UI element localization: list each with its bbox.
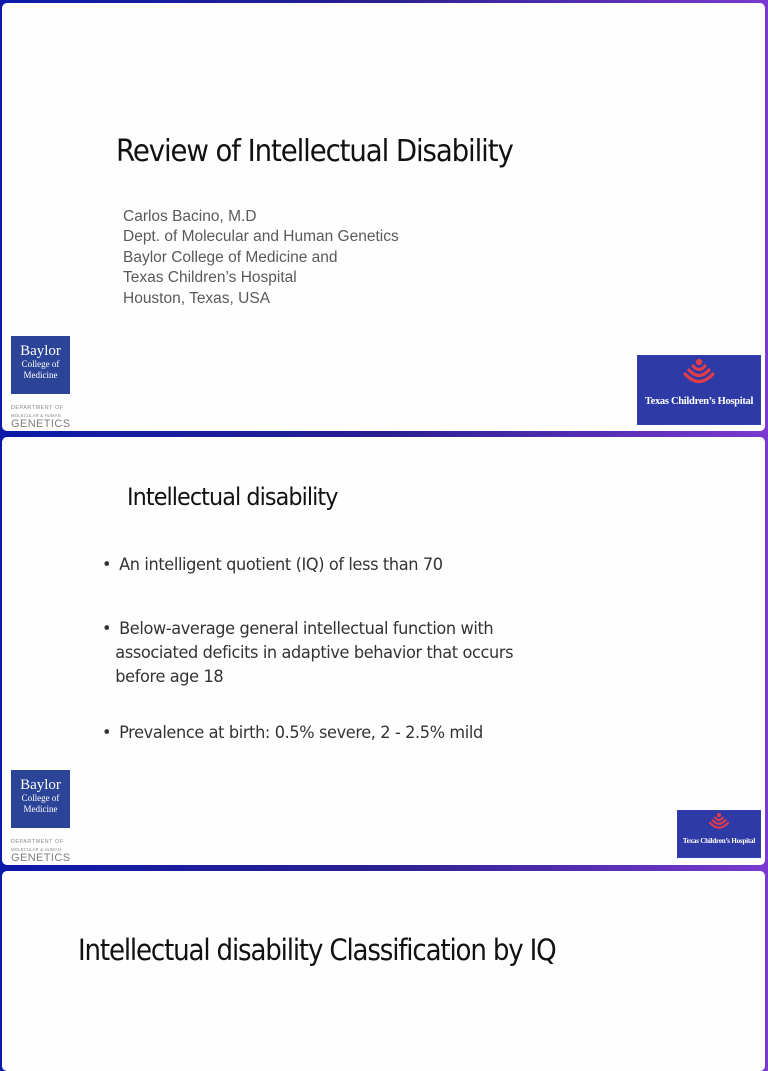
bullet-text-continued: associated deficits in adaptive behavior… [115,643,514,663]
dept-line3: GENETICS [11,418,71,430]
genetics-dept-logo: DEPARTMENT OF MOLECULAR & HUMAN GENETICS [11,839,81,864]
dept-line1: DEPARTMENT OF [11,839,64,845]
author-name: Carlos Bacino, M.D [123,208,257,225]
dept-line2: MOLECULAR & HUMAN [11,847,61,852]
dept-line2: MOLECULAR & HUMAN [11,413,61,418]
dept-line3: GENETICS [11,852,71,864]
slide-2: Intellectual disability An intelligent q… [2,437,765,865]
bullet-text-continued: before age 18 [115,667,224,687]
dept-line1: DEPARTMENT OF [11,405,64,411]
slide-1: Review of Intellectual Disability Carlos… [2,3,765,431]
baylor-logo-line2: College of [21,359,60,369]
author-block: Carlos Bacino, M.D Dept. of Molecular an… [123,207,399,309]
bullet-item: Prevalence at birth: 0.5% severe, 2 - 2.… [102,721,503,745]
author-location: Houston, Texas, USA [123,289,271,307]
tch-logo-label: Texas Children’s Hospital [644,396,754,407]
baylor-logo: Baylor College of Medicine [11,336,70,394]
author-hospital: Texas Children’s Hospital [123,269,297,287]
baylor-logo-line1: Baylor [20,343,61,359]
baylor-logo-line3: Medicine [23,804,58,814]
bullet-item: An intelligent quotient (IQ) of less tha… [102,553,461,577]
tch-logo-label: Texas Children’s Hospital [682,837,756,845]
tch-heart-icon [683,358,715,384]
baylor-logo-line3: Medicine [23,370,58,380]
bullet-text: Below-average general intellectual funct… [102,617,513,641]
baylor-logo: Baylor College of Medicine [11,770,70,828]
slide-title: Review of Intellectual Disability [116,134,514,169]
texas-childrens-hospital-logo: Texas Children’s Hospital [678,811,760,857]
genetics-dept-logo: DEPARTMENT OF MOLECULAR & HUMAN GENETICS [11,405,81,430]
texas-childrens-hospital-logo: Texas Children’s Hospital [638,356,760,424]
tch-heart-icon [708,812,730,829]
bullet-text: An intelligent quotient (IQ) of less tha… [102,553,443,577]
slide-3: Intellectual disability Classification b… [2,871,765,1071]
slide-title: Intellectual disability [127,483,338,511]
baylor-logo-line1: Baylor [20,777,61,793]
baylor-logo-line2: College of [21,793,60,803]
bullet-item: Below-average general intellectual funct… [102,617,535,689]
author-institution: Baylor College of Medicine and [123,248,338,266]
author-department: Dept. of Molecular and Human Genetics [123,228,399,246]
slide-title: Intellectual disability Classification b… [78,933,557,967]
bullet-text: Prevalence at birth: 0.5% severe, 2 - 2.… [102,721,483,745]
